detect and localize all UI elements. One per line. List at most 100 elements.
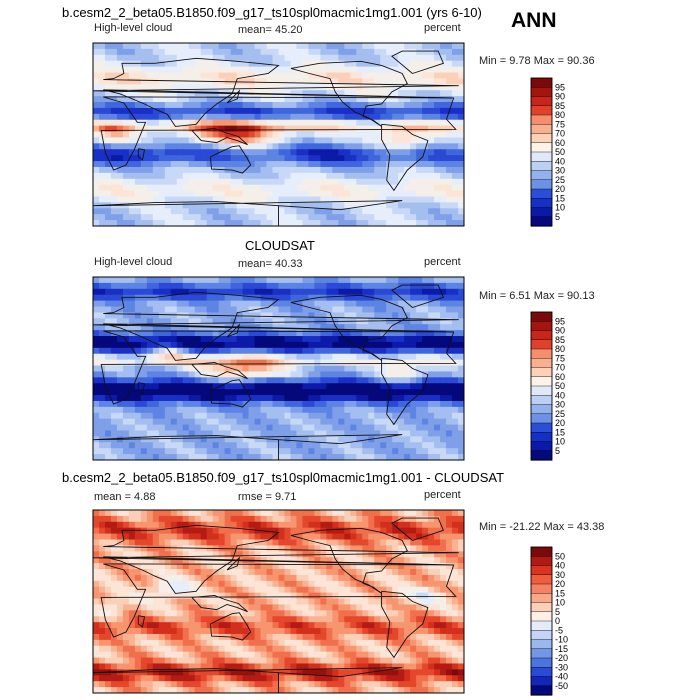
field-cell	[116, 172, 124, 180]
field-cell	[206, 341, 214, 349]
field-cell	[242, 563, 250, 570]
field-cell	[98, 389, 106, 396]
field-cell	[356, 143, 363, 150]
field-cell	[206, 131, 214, 139]
field-cell	[362, 371, 369, 378]
field-cell	[242, 196, 250, 203]
field-cell	[290, 341, 298, 349]
field-cell	[188, 294, 196, 302]
field-cell	[170, 359, 178, 367]
field-cell	[230, 288, 238, 296]
field-cell	[122, 294, 130, 302]
field-cell	[188, 510, 196, 517]
field-cell	[422, 178, 429, 186]
field-cell	[158, 347, 166, 355]
field-cell	[398, 96, 405, 103]
field-cell	[206, 102, 214, 109]
field-cell	[206, 288, 214, 296]
field-cell	[422, 102, 429, 109]
field-cell	[452, 371, 459, 378]
field-cell	[116, 610, 124, 617]
field-cell	[93, 324, 100, 331]
field-cell	[380, 598, 387, 606]
field-cell	[278, 149, 286, 156]
field-cell	[200, 155, 208, 162]
field-cell	[452, 563, 459, 570]
field-cell	[332, 598, 339, 606]
field-cell	[140, 113, 148, 121]
field-cell	[218, 510, 226, 517]
field-cell	[206, 178, 214, 186]
field-cell	[212, 400, 220, 408]
field-cell	[284, 84, 292, 91]
field-cell	[284, 54, 292, 62]
field-cell	[368, 383, 375, 390]
field-cell	[332, 353, 339, 361]
field-cell	[110, 336, 118, 343]
field-cell	[266, 60, 274, 68]
field-cell	[362, 143, 369, 150]
field-cell	[98, 208, 106, 215]
field-cell	[284, 137, 292, 144]
field-cell	[176, 90, 184, 97]
field-cell	[434, 436, 441, 443]
field-cell	[116, 430, 124, 437]
field-cell	[320, 72, 327, 80]
field-cell	[170, 113, 178, 121]
field-cell	[93, 448, 100, 455]
field-cell	[200, 96, 208, 103]
field-cell	[374, 155, 381, 162]
field-cell	[176, 395, 184, 402]
field-cell	[266, 214, 274, 221]
field-cell	[326, 448, 333, 455]
field-cell	[362, 137, 369, 144]
field-cell	[206, 510, 214, 517]
field-cell	[98, 288, 106, 296]
field-cell	[338, 424, 345, 432]
field-cell	[164, 347, 172, 355]
field-cell	[272, 125, 280, 133]
field-cell	[194, 395, 202, 402]
field-cell	[146, 436, 154, 443]
field-cell	[386, 149, 393, 156]
field-cell	[332, 330, 339, 337]
field-cell	[248, 220, 256, 226]
field-cell	[152, 72, 160, 80]
field-cell	[230, 604, 238, 611]
field-cell	[344, 563, 351, 570]
field-cell	[122, 78, 130, 85]
field-cell	[452, 418, 459, 426]
field-cell	[362, 557, 369, 564]
field-cell	[320, 300, 327, 308]
field-cell	[422, 282, 429, 290]
field-cell	[368, 539, 375, 547]
field-cell	[380, 521, 387, 529]
field-cell	[368, 125, 375, 133]
field-cell	[206, 306, 214, 314]
field-cell	[326, 598, 333, 606]
field-cell	[212, 306, 220, 314]
field-cell	[338, 563, 345, 570]
field-cell	[296, 306, 304, 314]
field-cell	[122, 119, 130, 127]
field-cell	[242, 172, 250, 180]
field-cell	[386, 527, 393, 535]
field-cell	[182, 454, 190, 460]
field-cell	[266, 610, 274, 617]
model-title: b.cesm2_2_beta05.B1850.f09_g17_ts10spl0m…	[62, 5, 482, 20]
field-cell	[272, 418, 280, 426]
field-cell	[98, 442, 106, 449]
field-cell	[104, 586, 112, 594]
field-cell	[326, 436, 333, 443]
field-cell	[332, 184, 339, 192]
field-cell	[134, 166, 142, 174]
field-cell	[230, 43, 238, 50]
field-cell	[140, 527, 148, 535]
field-cell	[110, 214, 118, 221]
field-cell	[374, 54, 381, 62]
field-cell	[314, 282, 321, 290]
field-cell	[434, 312, 441, 319]
field-cell	[296, 377, 304, 384]
field-cell	[116, 551, 124, 558]
field-cell	[284, 563, 292, 570]
